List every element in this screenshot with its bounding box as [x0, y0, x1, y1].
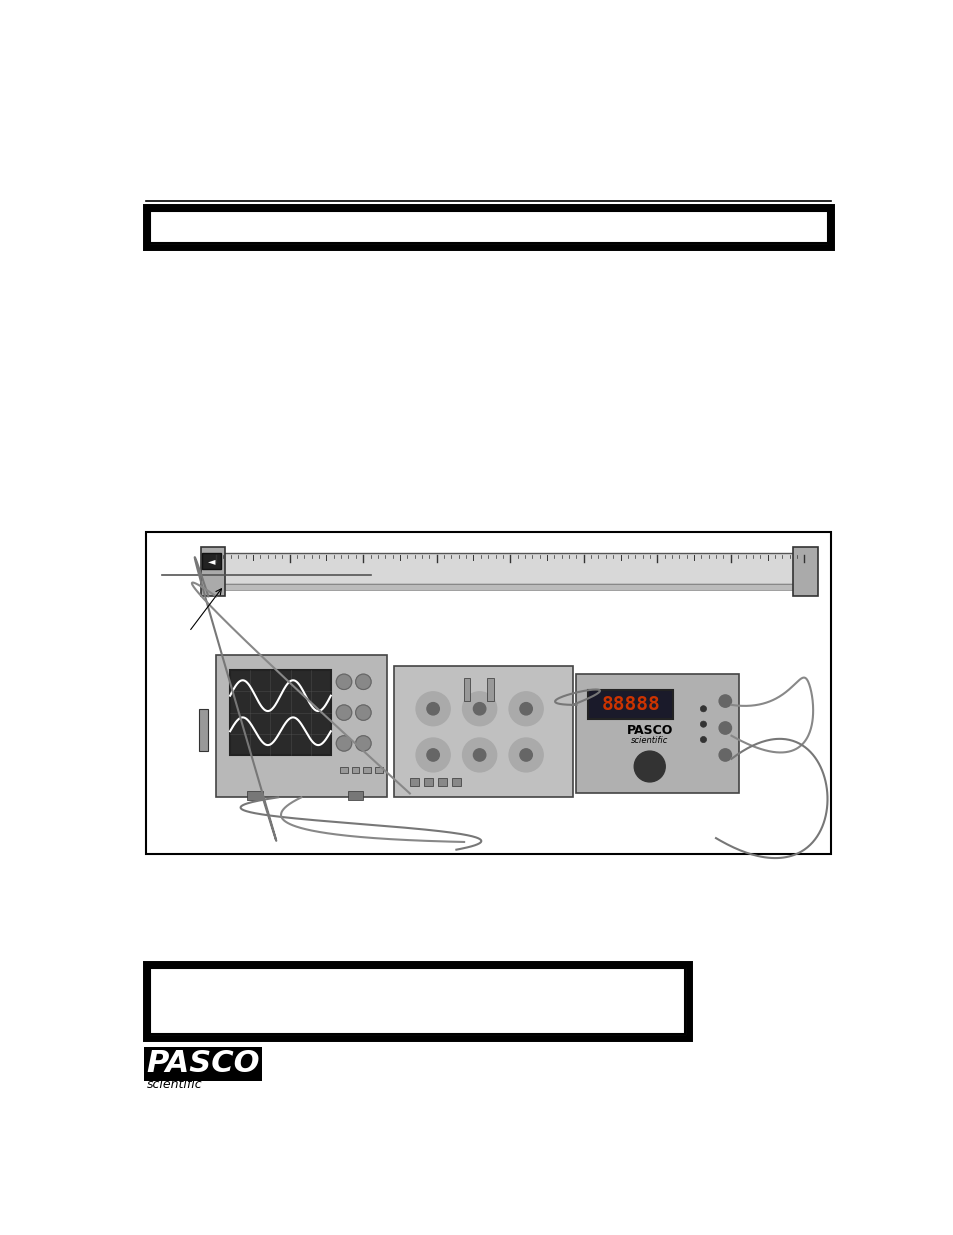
- Circle shape: [427, 703, 439, 715]
- Circle shape: [700, 736, 706, 742]
- Bar: [394, 667, 572, 798]
- Text: ◄: ◄: [208, 556, 215, 566]
- Bar: [247, 792, 262, 800]
- Bar: [150, 968, 684, 1034]
- Bar: [423, 778, 433, 785]
- Text: scientific: scientific: [146, 1078, 202, 1092]
- Text: 88888: 88888: [600, 694, 659, 714]
- Circle shape: [719, 695, 731, 708]
- Bar: [150, 211, 827, 243]
- Circle shape: [473, 703, 485, 715]
- Circle shape: [634, 751, 664, 782]
- Circle shape: [700, 705, 706, 711]
- Bar: [216, 553, 803, 584]
- Bar: [146, 206, 831, 247]
- Bar: [146, 965, 688, 1037]
- Bar: [576, 674, 739, 793]
- Bar: [348, 792, 363, 800]
- Bar: [437, 778, 447, 785]
- Circle shape: [473, 748, 485, 761]
- Circle shape: [355, 736, 371, 751]
- Circle shape: [519, 748, 532, 761]
- Bar: [216, 655, 386, 798]
- Bar: [230, 671, 331, 755]
- Bar: [363, 767, 371, 773]
- Bar: [199, 709, 208, 751]
- Bar: [792, 547, 817, 597]
- Circle shape: [355, 674, 371, 689]
- Circle shape: [416, 692, 450, 726]
- Text: PASCO: PASCO: [626, 724, 672, 737]
- Bar: [464, 678, 470, 701]
- Circle shape: [509, 739, 542, 772]
- Bar: [375, 767, 382, 773]
- Circle shape: [427, 748, 439, 761]
- Bar: [200, 547, 225, 597]
- Circle shape: [509, 692, 542, 726]
- Bar: [352, 767, 359, 773]
- Circle shape: [335, 705, 352, 720]
- Circle shape: [335, 736, 352, 751]
- Text: PASCO: PASCO: [146, 1049, 259, 1078]
- Bar: [202, 553, 220, 568]
- Circle shape: [335, 674, 352, 689]
- Bar: [410, 778, 418, 785]
- Circle shape: [719, 748, 731, 761]
- Bar: [487, 678, 493, 701]
- Bar: [452, 778, 460, 785]
- Circle shape: [416, 739, 450, 772]
- Circle shape: [519, 703, 532, 715]
- Text: scientific: scientific: [630, 736, 668, 746]
- Bar: [340, 767, 348, 773]
- Circle shape: [700, 721, 706, 727]
- Circle shape: [462, 739, 497, 772]
- Circle shape: [719, 721, 731, 734]
- Bar: [216, 584, 803, 590]
- Bar: [587, 689, 673, 719]
- Bar: [146, 531, 831, 853]
- Circle shape: [355, 705, 371, 720]
- Text: PASCO: PASCO: [146, 1049, 259, 1078]
- Circle shape: [462, 692, 497, 726]
